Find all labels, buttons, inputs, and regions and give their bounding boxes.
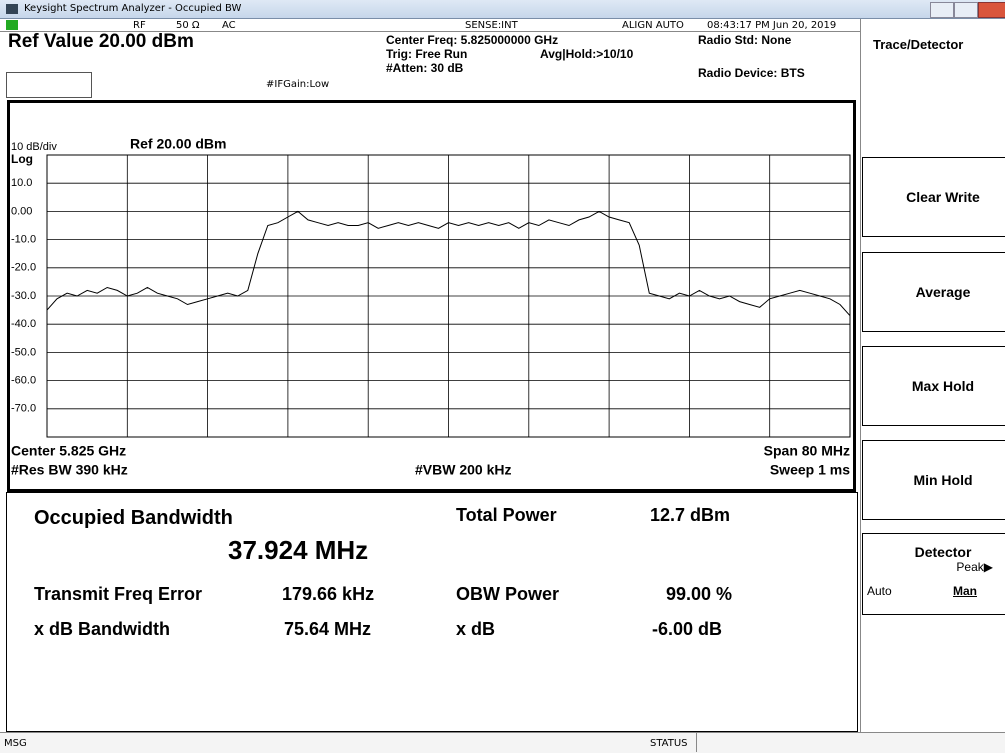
if-gain: #IFGain:Low xyxy=(266,79,330,90)
sweep-label: Sweep 1 ms xyxy=(770,462,850,478)
rf-label: RF xyxy=(133,20,146,31)
menu-button[interactable]: Clear Write xyxy=(862,157,1005,237)
sense-label: SENSE:INT xyxy=(465,20,518,31)
xdb-label: x dB xyxy=(456,619,496,639)
center-label: Center 5.825 GHz xyxy=(11,443,126,459)
center-freq: Center Freq: 5.825000000 GHz xyxy=(386,33,559,47)
man-option[interactable]: Man xyxy=(953,584,977,598)
tfe-label: Transmit Freq Error xyxy=(34,584,203,604)
detector-label: Detector xyxy=(914,544,972,560)
menu-title: Trace/Detector xyxy=(873,37,964,52)
log-label: Log xyxy=(11,152,33,166)
detector-button[interactable]: Detector Peak▶ Auto Man xyxy=(862,533,1005,615)
ref-label: Ref 20.00 dBm xyxy=(130,136,226,152)
coupling-label: AC xyxy=(222,20,236,31)
total-power-value: 12.7 dBm xyxy=(650,505,731,525)
scale-label: 10 dB/div xyxy=(11,141,57,153)
menu-panel: Trace/Detector xyxy=(860,19,1005,732)
atten: #Atten: 30 dB xyxy=(386,61,464,75)
msg-label: MSG xyxy=(4,738,27,749)
y-tick-label: -10.0 xyxy=(11,234,36,246)
obw-power-value: 99.00 % xyxy=(666,584,733,604)
xdb-bw-label: x dB Bandwidth xyxy=(34,619,170,639)
y-tick-label: -50.0 xyxy=(11,346,36,358)
app-icon xyxy=(6,4,18,14)
menu-button[interactable]: Max Hold xyxy=(862,346,1005,426)
xdb-bw-value: 75.64 MHz xyxy=(284,619,372,639)
xdb-value: -6.00 dB xyxy=(652,619,723,639)
maximize-button[interactable] xyxy=(954,2,978,18)
window-title: Keysight Spectrum Analyzer - Occupied BW xyxy=(24,3,242,14)
status-label: STATUS xyxy=(650,738,688,749)
minimize-button[interactable] xyxy=(930,2,954,18)
radio-std: Radio Std: None xyxy=(698,33,792,47)
menu-button[interactable]: Min Hold xyxy=(862,440,1005,520)
y-tick-label: -40.0 xyxy=(11,318,36,330)
title-bar xyxy=(0,0,1005,19)
res-bw-label: #Res BW 390 kHz xyxy=(11,462,128,478)
obw-label: Occupied Bandwidth xyxy=(34,507,233,529)
obw-value: 37.924 MHz xyxy=(228,535,369,565)
radio-device: Radio Device: BTS xyxy=(698,66,805,80)
status-row xyxy=(0,19,860,32)
avg-hold: Avg|Hold:>10/10 xyxy=(540,47,634,61)
lxi-badge xyxy=(6,20,18,30)
trace xyxy=(46,210,851,317)
spectrum-graph: 10 dB/div Ref 20.00 dBm Log Center 5.825… xyxy=(7,100,856,492)
span-label: Span 80 MHz xyxy=(764,443,850,459)
entry-box[interactable] xyxy=(6,72,92,98)
results-panel xyxy=(6,492,858,732)
y-tick-label: -60.0 xyxy=(11,375,36,387)
impedance-label: 50 Ω xyxy=(176,20,200,31)
ref-value[interactable]: Ref Value 20.00 dBm xyxy=(8,31,194,52)
menu-button[interactable]: Average xyxy=(862,252,1005,332)
datetime: 08:43:17 PM Jun 20, 2019 xyxy=(707,20,837,31)
align-label: ALIGN AUTO xyxy=(622,20,684,31)
y-tick-label: -70.0 xyxy=(11,403,36,415)
obw-power-label: OBW Power xyxy=(456,584,560,604)
auto-option[interactable]: Auto xyxy=(867,584,892,598)
y-tick-label: 0.00 xyxy=(11,205,32,217)
y-tick-label: -20.0 xyxy=(11,262,36,274)
trig: Trig: Free Run xyxy=(386,47,468,61)
total-power-label: Total Power xyxy=(456,505,557,525)
status-divider xyxy=(696,733,697,752)
close-button[interactable] xyxy=(978,2,1005,18)
footer-bar xyxy=(0,732,1005,753)
vbw-label: #VBW 200 kHz xyxy=(415,462,511,478)
detector-value: Peak▶ xyxy=(956,560,993,574)
y-tick-label: 10.0 xyxy=(11,177,32,189)
tfe-value: 179.66 kHz xyxy=(282,584,375,604)
y-tick-label: -30.0 xyxy=(11,290,36,302)
